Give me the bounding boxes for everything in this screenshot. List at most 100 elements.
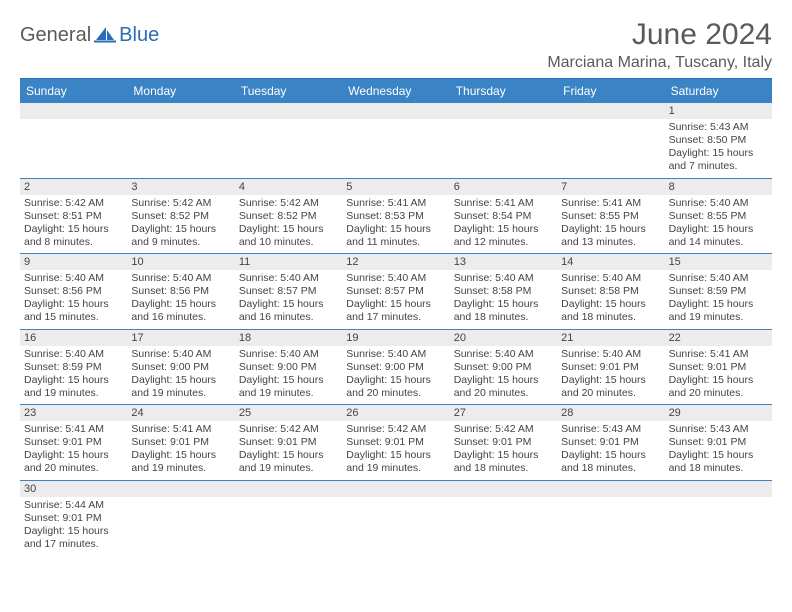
day-number: 5	[342, 179, 449, 195]
sunset-text: Sunset: 8:57 PM	[239, 285, 338, 298]
sunset-text: Sunset: 8:57 PM	[346, 285, 445, 298]
cell-body: Sunrise: 5:42 AMSunset: 8:52 PMDaylight:…	[235, 195, 342, 254]
day-header: Sunday	[20, 79, 127, 103]
cell-body: Sunrise: 5:41 AMSunset: 9:01 PMDaylight:…	[20, 421, 127, 480]
daylight-text: Daylight: 15 hours and 20 minutes.	[24, 449, 123, 475]
header: General Blue June 2024 Marciana Marina, …	[20, 18, 772, 72]
day-number: 7	[557, 179, 664, 195]
daylight-text: Daylight: 15 hours and 15 minutes.	[24, 298, 123, 324]
cell-body: Sunrise: 5:41 AMSunset: 8:54 PMDaylight:…	[450, 195, 557, 254]
day-number	[127, 103, 234, 119]
calendar-cell: 10Sunrise: 5:40 AMSunset: 8:56 PMDayligh…	[127, 254, 234, 329]
month-title: June 2024	[547, 18, 772, 52]
day-number: 2	[20, 179, 127, 195]
cell-body: Sunrise: 5:40 AMSunset: 8:56 PMDaylight:…	[127, 270, 234, 329]
daylight-text: Daylight: 15 hours and 12 minutes.	[454, 223, 553, 249]
sunset-text: Sunset: 9:01 PM	[131, 436, 230, 449]
day-number	[665, 481, 772, 497]
day-number	[127, 481, 234, 497]
sunrise-text: Sunrise: 5:42 AM	[239, 197, 338, 210]
sunrise-text: Sunrise: 5:42 AM	[24, 197, 123, 210]
cell-body: Sunrise: 5:41 AMSunset: 8:53 PMDaylight:…	[342, 195, 449, 254]
sunrise-text: Sunrise: 5:40 AM	[239, 272, 338, 285]
sunrise-text: Sunrise: 5:40 AM	[561, 272, 660, 285]
sunset-text: Sunset: 9:00 PM	[239, 361, 338, 374]
daylight-text: Daylight: 15 hours and 20 minutes.	[346, 374, 445, 400]
sunset-text: Sunset: 9:01 PM	[561, 361, 660, 374]
day-number	[235, 481, 342, 497]
calendar-cell: 9Sunrise: 5:40 AMSunset: 8:56 PMDaylight…	[20, 254, 127, 329]
day-number: 9	[20, 254, 127, 270]
day-number: 16	[20, 330, 127, 346]
day-number: 23	[20, 405, 127, 421]
calendar-cell: 28Sunrise: 5:43 AMSunset: 9:01 PMDayligh…	[557, 405, 664, 480]
sunset-text: Sunset: 8:53 PM	[346, 210, 445, 223]
day-number: 12	[342, 254, 449, 270]
day-number: 28	[557, 405, 664, 421]
sunset-text: Sunset: 8:55 PM	[669, 210, 768, 223]
sunrise-text: Sunrise: 5:40 AM	[669, 197, 768, 210]
sunrise-text: Sunrise: 5:42 AM	[239, 423, 338, 436]
logo-sail-icon	[94, 25, 116, 48]
day-number	[557, 481, 664, 497]
sunset-text: Sunset: 8:59 PM	[24, 361, 123, 374]
sunset-text: Sunset: 9:00 PM	[131, 361, 230, 374]
day-number: 20	[450, 330, 557, 346]
calendar-cell: 23Sunrise: 5:41 AMSunset: 9:01 PMDayligh…	[20, 405, 127, 480]
calendar-cell: 1Sunrise: 5:43 AMSunset: 8:50 PMDaylight…	[665, 103, 772, 178]
sunset-text: Sunset: 8:55 PM	[561, 210, 660, 223]
cell-body: Sunrise: 5:40 AMSunset: 9:00 PMDaylight:…	[342, 346, 449, 405]
calendar-cell: 6Sunrise: 5:41 AMSunset: 8:54 PMDaylight…	[450, 179, 557, 254]
calendar-cell	[665, 481, 772, 556]
sunrise-text: Sunrise: 5:40 AM	[131, 272, 230, 285]
calendar-cell: 22Sunrise: 5:41 AMSunset: 9:01 PMDayligh…	[665, 330, 772, 405]
day-number: 3	[127, 179, 234, 195]
logo: General Blue	[20, 24, 159, 47]
calendar-cell: 25Sunrise: 5:42 AMSunset: 9:01 PMDayligh…	[235, 405, 342, 480]
day-number: 22	[665, 330, 772, 346]
sunrise-text: Sunrise: 5:41 AM	[669, 348, 768, 361]
sunrise-text: Sunrise: 5:44 AM	[24, 499, 123, 512]
day-number: 30	[20, 481, 127, 497]
daylight-text: Daylight: 15 hours and 14 minutes.	[669, 223, 768, 249]
daylight-text: Daylight: 15 hours and 16 minutes.	[239, 298, 338, 324]
day-header-row: SundayMondayTuesdayWednesdayThursdayFrid…	[20, 79, 772, 103]
sunrise-text: Sunrise: 5:43 AM	[561, 423, 660, 436]
sunrise-text: Sunrise: 5:40 AM	[239, 348, 338, 361]
week-row: 23Sunrise: 5:41 AMSunset: 9:01 PMDayligh…	[20, 405, 772, 481]
daylight-text: Daylight: 15 hours and 7 minutes.	[669, 147, 768, 173]
sunset-text: Sunset: 8:59 PM	[669, 285, 768, 298]
cell-body: Sunrise: 5:40 AMSunset: 9:00 PMDaylight:…	[235, 346, 342, 405]
cell-body: Sunrise: 5:40 AMSunset: 8:57 PMDaylight:…	[235, 270, 342, 329]
sunset-text: Sunset: 9:01 PM	[346, 436, 445, 449]
daylight-text: Daylight: 15 hours and 19 minutes.	[239, 374, 338, 400]
logo-text-general: General	[20, 24, 91, 47]
daylight-text: Daylight: 15 hours and 17 minutes.	[24, 525, 123, 551]
cell-body: Sunrise: 5:42 AMSunset: 8:52 PMDaylight:…	[127, 195, 234, 254]
week-row: 16Sunrise: 5:40 AMSunset: 8:59 PMDayligh…	[20, 330, 772, 406]
day-number: 4	[235, 179, 342, 195]
day-number: 19	[342, 330, 449, 346]
day-number: 8	[665, 179, 772, 195]
daylight-text: Daylight: 15 hours and 18 minutes.	[454, 298, 553, 324]
daylight-text: Daylight: 15 hours and 19 minutes.	[239, 449, 338, 475]
week-row: 1Sunrise: 5:43 AMSunset: 8:50 PMDaylight…	[20, 103, 772, 179]
sunset-text: Sunset: 9:01 PM	[561, 436, 660, 449]
day-number	[20, 103, 127, 119]
daylight-text: Daylight: 15 hours and 19 minutes.	[669, 298, 768, 324]
daylight-text: Daylight: 15 hours and 19 minutes.	[24, 374, 123, 400]
calendar: SundayMondayTuesdayWednesdayThursdayFrid…	[20, 78, 772, 555]
calendar-cell: 8Sunrise: 5:40 AMSunset: 8:55 PMDaylight…	[665, 179, 772, 254]
cell-body: Sunrise: 5:40 AMSunset: 8:55 PMDaylight:…	[665, 195, 772, 254]
week-row: 9Sunrise: 5:40 AMSunset: 8:56 PMDaylight…	[20, 254, 772, 330]
sunrise-text: Sunrise: 5:40 AM	[24, 348, 123, 361]
sunrise-text: Sunrise: 5:43 AM	[669, 121, 768, 134]
sunrise-text: Sunrise: 5:40 AM	[346, 272, 445, 285]
cell-body: Sunrise: 5:41 AMSunset: 8:55 PMDaylight:…	[557, 195, 664, 254]
day-number	[450, 103, 557, 119]
sunset-text: Sunset: 8:58 PM	[454, 285, 553, 298]
sunrise-text: Sunrise: 5:40 AM	[346, 348, 445, 361]
calendar-cell: 29Sunrise: 5:43 AMSunset: 9:01 PMDayligh…	[665, 405, 772, 480]
day-number: 24	[127, 405, 234, 421]
calendar-cell	[557, 481, 664, 556]
